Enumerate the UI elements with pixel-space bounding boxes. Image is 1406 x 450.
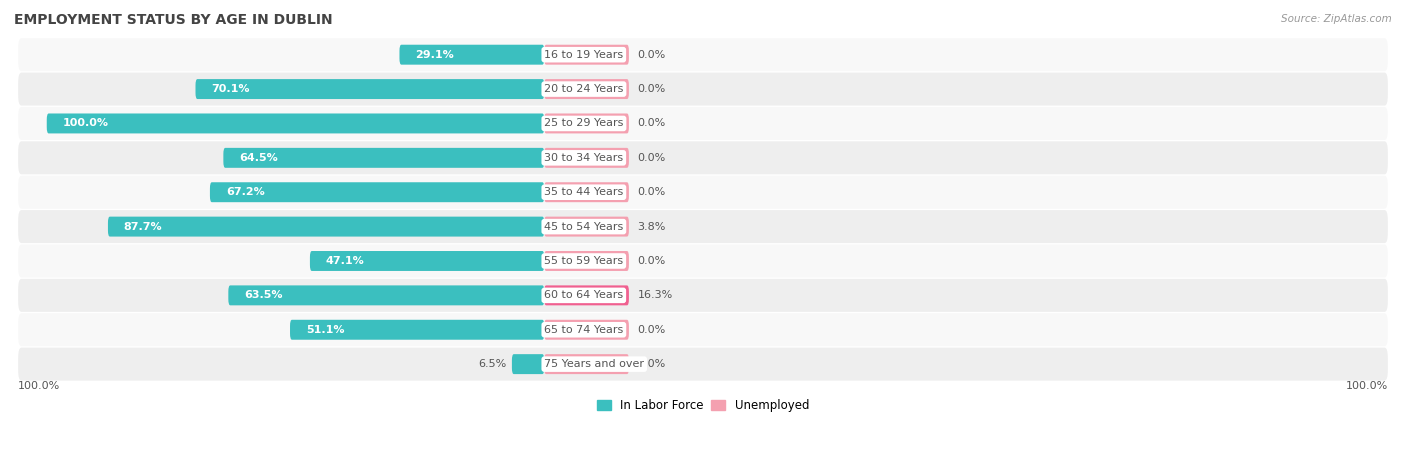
- FancyBboxPatch shape: [46, 113, 544, 134]
- Text: 29.1%: 29.1%: [415, 50, 454, 60]
- Text: 87.7%: 87.7%: [124, 221, 163, 232]
- Text: 75 Years and over: 75 Years and over: [544, 359, 644, 369]
- Text: 60 to 64 Years: 60 to 64 Years: [544, 290, 623, 300]
- FancyBboxPatch shape: [512, 354, 544, 374]
- FancyBboxPatch shape: [18, 313, 1388, 346]
- Text: 47.1%: 47.1%: [326, 256, 364, 266]
- Text: 55 to 59 Years: 55 to 59 Years: [544, 256, 623, 266]
- Text: 64.5%: 64.5%: [239, 153, 278, 163]
- Text: 20 to 24 Years: 20 to 24 Years: [544, 84, 624, 94]
- FancyBboxPatch shape: [309, 251, 544, 271]
- Text: 63.5%: 63.5%: [245, 290, 283, 300]
- FancyBboxPatch shape: [18, 38, 1388, 71]
- FancyBboxPatch shape: [228, 285, 544, 306]
- FancyBboxPatch shape: [544, 320, 628, 340]
- Text: 51.1%: 51.1%: [307, 325, 344, 335]
- Text: 67.2%: 67.2%: [226, 187, 264, 197]
- FancyBboxPatch shape: [399, 45, 544, 65]
- FancyBboxPatch shape: [18, 279, 1388, 312]
- Text: 16 to 19 Years: 16 to 19 Years: [544, 50, 623, 60]
- Text: 16.3%: 16.3%: [637, 290, 672, 300]
- Text: 25 to 29 Years: 25 to 29 Years: [544, 118, 624, 128]
- FancyBboxPatch shape: [18, 141, 1388, 174]
- Text: Source: ZipAtlas.com: Source: ZipAtlas.com: [1281, 14, 1392, 23]
- Text: 0.0%: 0.0%: [637, 256, 665, 266]
- Text: 30 to 34 Years: 30 to 34 Years: [544, 153, 623, 163]
- FancyBboxPatch shape: [18, 210, 1388, 243]
- FancyBboxPatch shape: [108, 216, 544, 237]
- FancyBboxPatch shape: [18, 244, 1388, 278]
- Text: EMPLOYMENT STATUS BY AGE IN DUBLIN: EMPLOYMENT STATUS BY AGE IN DUBLIN: [14, 14, 333, 27]
- Text: 100.0%: 100.0%: [18, 382, 60, 392]
- Text: 0.0%: 0.0%: [637, 325, 665, 335]
- FancyBboxPatch shape: [544, 182, 628, 202]
- FancyBboxPatch shape: [195, 79, 544, 99]
- FancyBboxPatch shape: [18, 176, 1388, 209]
- FancyBboxPatch shape: [18, 72, 1388, 106]
- Text: 3.8%: 3.8%: [637, 221, 666, 232]
- Text: 35 to 44 Years: 35 to 44 Years: [544, 187, 623, 197]
- FancyBboxPatch shape: [18, 107, 1388, 140]
- Text: 0.0%: 0.0%: [637, 84, 665, 94]
- FancyBboxPatch shape: [544, 285, 628, 306]
- FancyBboxPatch shape: [544, 79, 628, 99]
- Text: 45 to 54 Years: 45 to 54 Years: [544, 221, 623, 232]
- Text: 70.1%: 70.1%: [211, 84, 250, 94]
- FancyBboxPatch shape: [544, 113, 628, 134]
- Legend: In Labor Force, Unemployed: In Labor Force, Unemployed: [592, 394, 814, 417]
- FancyBboxPatch shape: [544, 216, 628, 237]
- Text: 0.0%: 0.0%: [637, 187, 665, 197]
- FancyBboxPatch shape: [544, 45, 628, 65]
- FancyBboxPatch shape: [18, 348, 1388, 381]
- FancyBboxPatch shape: [544, 148, 628, 168]
- Text: 0.0%: 0.0%: [637, 118, 665, 128]
- FancyBboxPatch shape: [544, 251, 628, 271]
- FancyBboxPatch shape: [290, 320, 544, 340]
- Text: 100.0%: 100.0%: [1346, 382, 1388, 392]
- Text: 0.0%: 0.0%: [637, 153, 665, 163]
- FancyBboxPatch shape: [544, 354, 628, 374]
- FancyBboxPatch shape: [209, 182, 544, 202]
- FancyBboxPatch shape: [224, 148, 544, 168]
- Text: 0.0%: 0.0%: [637, 359, 665, 369]
- Text: 0.0%: 0.0%: [637, 50, 665, 60]
- Text: 65 to 74 Years: 65 to 74 Years: [544, 325, 623, 335]
- Text: 6.5%: 6.5%: [478, 359, 506, 369]
- Text: 100.0%: 100.0%: [63, 118, 108, 128]
